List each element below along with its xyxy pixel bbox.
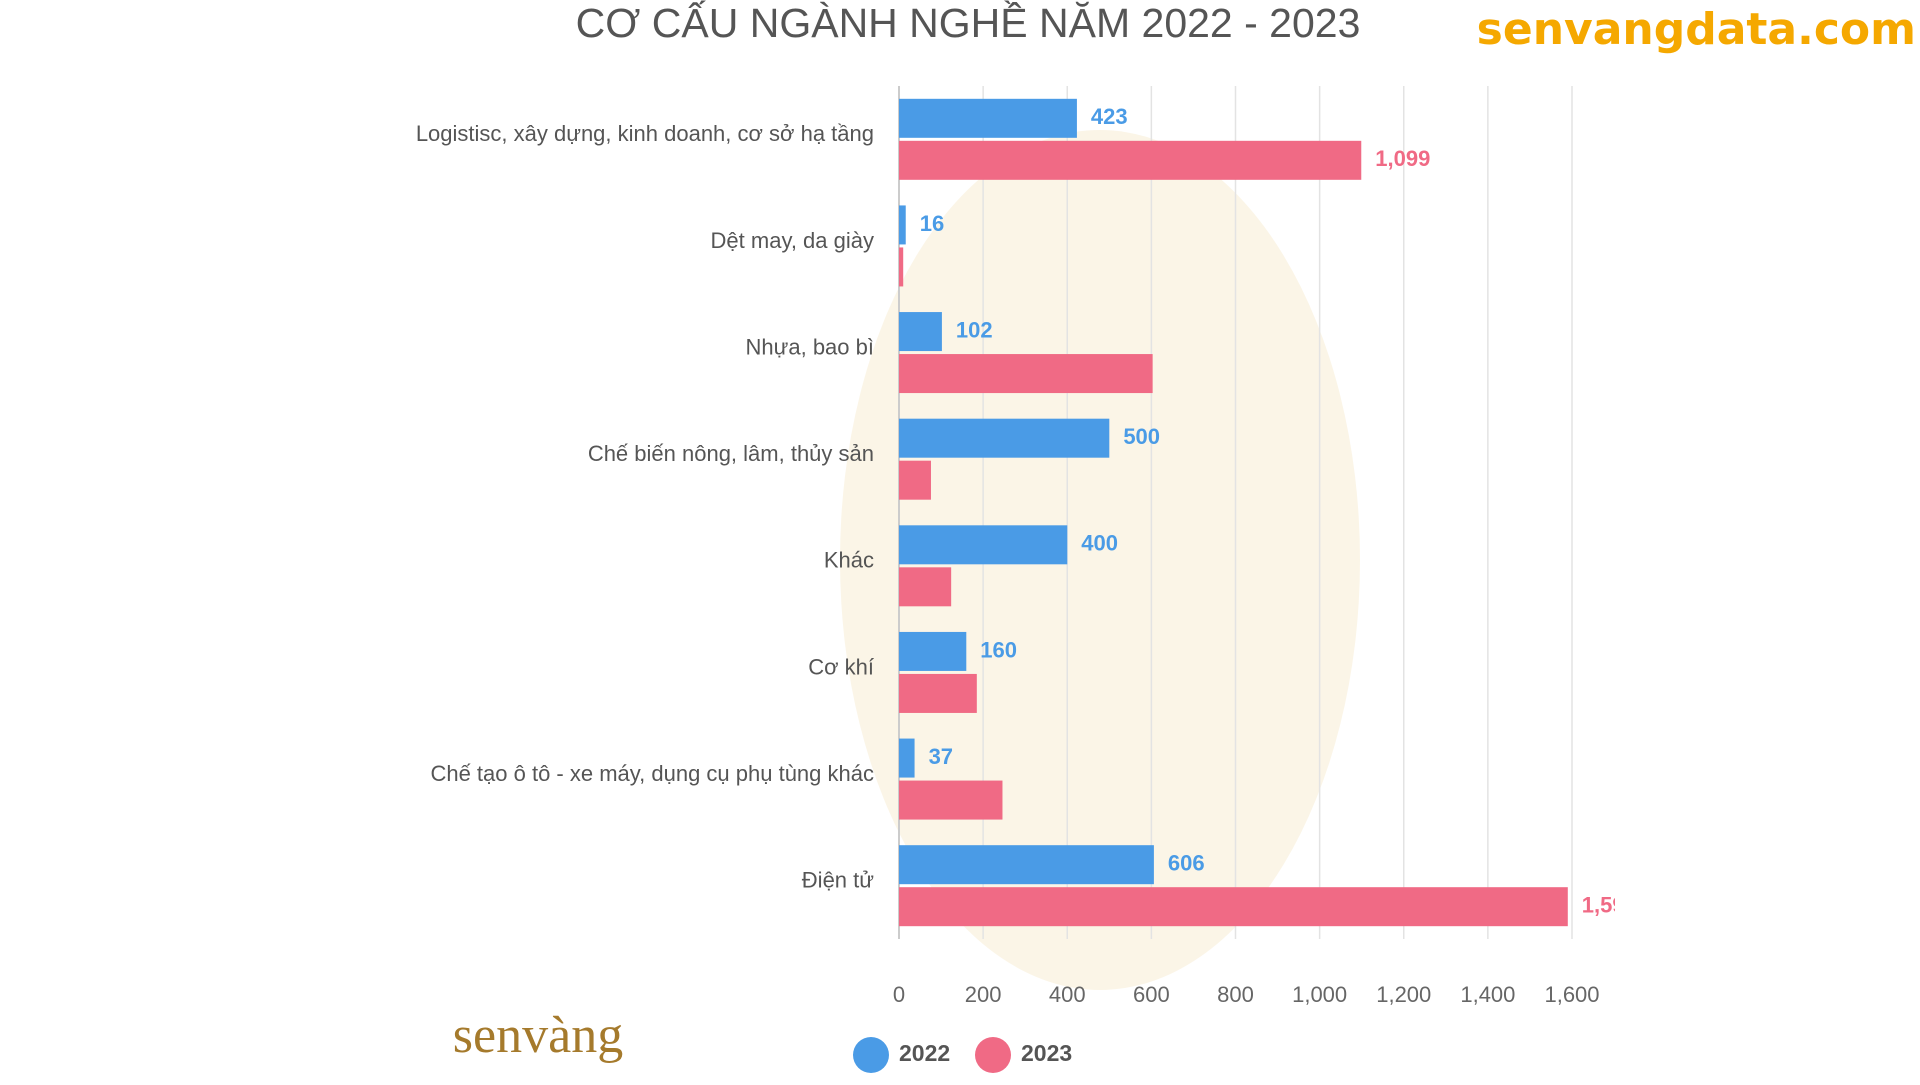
bar xyxy=(899,631,967,671)
data-label: 606 xyxy=(1168,851,1205,876)
legend-marker xyxy=(975,1037,1011,1073)
chart-title: CƠ CẤU NGÀNH NGHỀ NĂM 2022 - 2023 xyxy=(576,0,1361,46)
bar xyxy=(899,780,1003,820)
bar xyxy=(899,354,1153,394)
data-label: 500 xyxy=(1123,424,1160,449)
x-tick-label: 600 xyxy=(1133,982,1170,1007)
x-tick-label: 1,400 xyxy=(1460,982,1515,1007)
y-tick-label: Chế tạo ô tô - xe máy, dụng cụ phụ tùng … xyxy=(430,761,874,786)
bar xyxy=(899,140,1362,180)
x-tick-label: 0 xyxy=(893,982,905,1007)
data-label: 1,099 xyxy=(1375,146,1430,171)
data-label: 102 xyxy=(956,317,993,342)
y-tick-label: Khác xyxy=(824,548,874,573)
legend-label: 2022 xyxy=(899,1040,950,1066)
x-tick-label: 1,200 xyxy=(1376,982,1431,1007)
y-tick-label: Nhựa, bao bì xyxy=(746,334,874,359)
x-tick-label: 800 xyxy=(1217,982,1254,1007)
bar xyxy=(899,567,952,607)
bar xyxy=(899,525,1068,565)
bar xyxy=(899,887,1568,927)
legend-marker xyxy=(853,1037,889,1073)
bar xyxy=(899,845,1154,885)
data-label: 423 xyxy=(1091,104,1128,129)
x-tick-label: 1,000 xyxy=(1292,982,1347,1007)
bar xyxy=(899,418,1110,458)
bar xyxy=(899,312,942,352)
data-label: 37 xyxy=(929,744,953,769)
watermark-shape xyxy=(840,130,1360,990)
y-tick-label: Điện tử xyxy=(802,868,874,893)
bar xyxy=(899,673,977,713)
data-label: 160 xyxy=(980,637,1017,662)
x-tick-label: 400 xyxy=(1049,982,1086,1007)
bars: 423 1,099 16 102 500 400 160 37 606 1,590 xyxy=(899,98,1637,927)
y-tick-label: Cơ khí xyxy=(808,654,874,679)
data-label: 16 xyxy=(920,211,944,236)
x-tick-label: 1,600 xyxy=(1544,982,1599,1007)
legend-label: 2023 xyxy=(1021,1040,1072,1066)
bar xyxy=(899,98,1077,138)
y-tick-label: Dệt may, da giày xyxy=(711,228,874,253)
bar xyxy=(899,247,904,287)
watermark-text: senvangdata.com xyxy=(1477,4,1916,55)
plot: 0 200 400 600 800 1,000 1,200 1,400 1,600 423 1,09… xyxy=(416,86,1637,1073)
data-label: 400 xyxy=(1081,531,1118,556)
y-tick-label: Chế biến nông, lâm, thủy sản xyxy=(588,441,874,466)
bar xyxy=(899,205,906,245)
bar xyxy=(899,738,915,778)
bar xyxy=(899,460,931,500)
brand-logo: senvàng xyxy=(453,1007,623,1064)
data-label: 1,590 xyxy=(1582,893,1637,918)
x-tick-label: 200 xyxy=(965,982,1002,1007)
y-tick-label: Logistisc, xây dựng, kinh doanh, cơ sở h… xyxy=(416,121,874,146)
